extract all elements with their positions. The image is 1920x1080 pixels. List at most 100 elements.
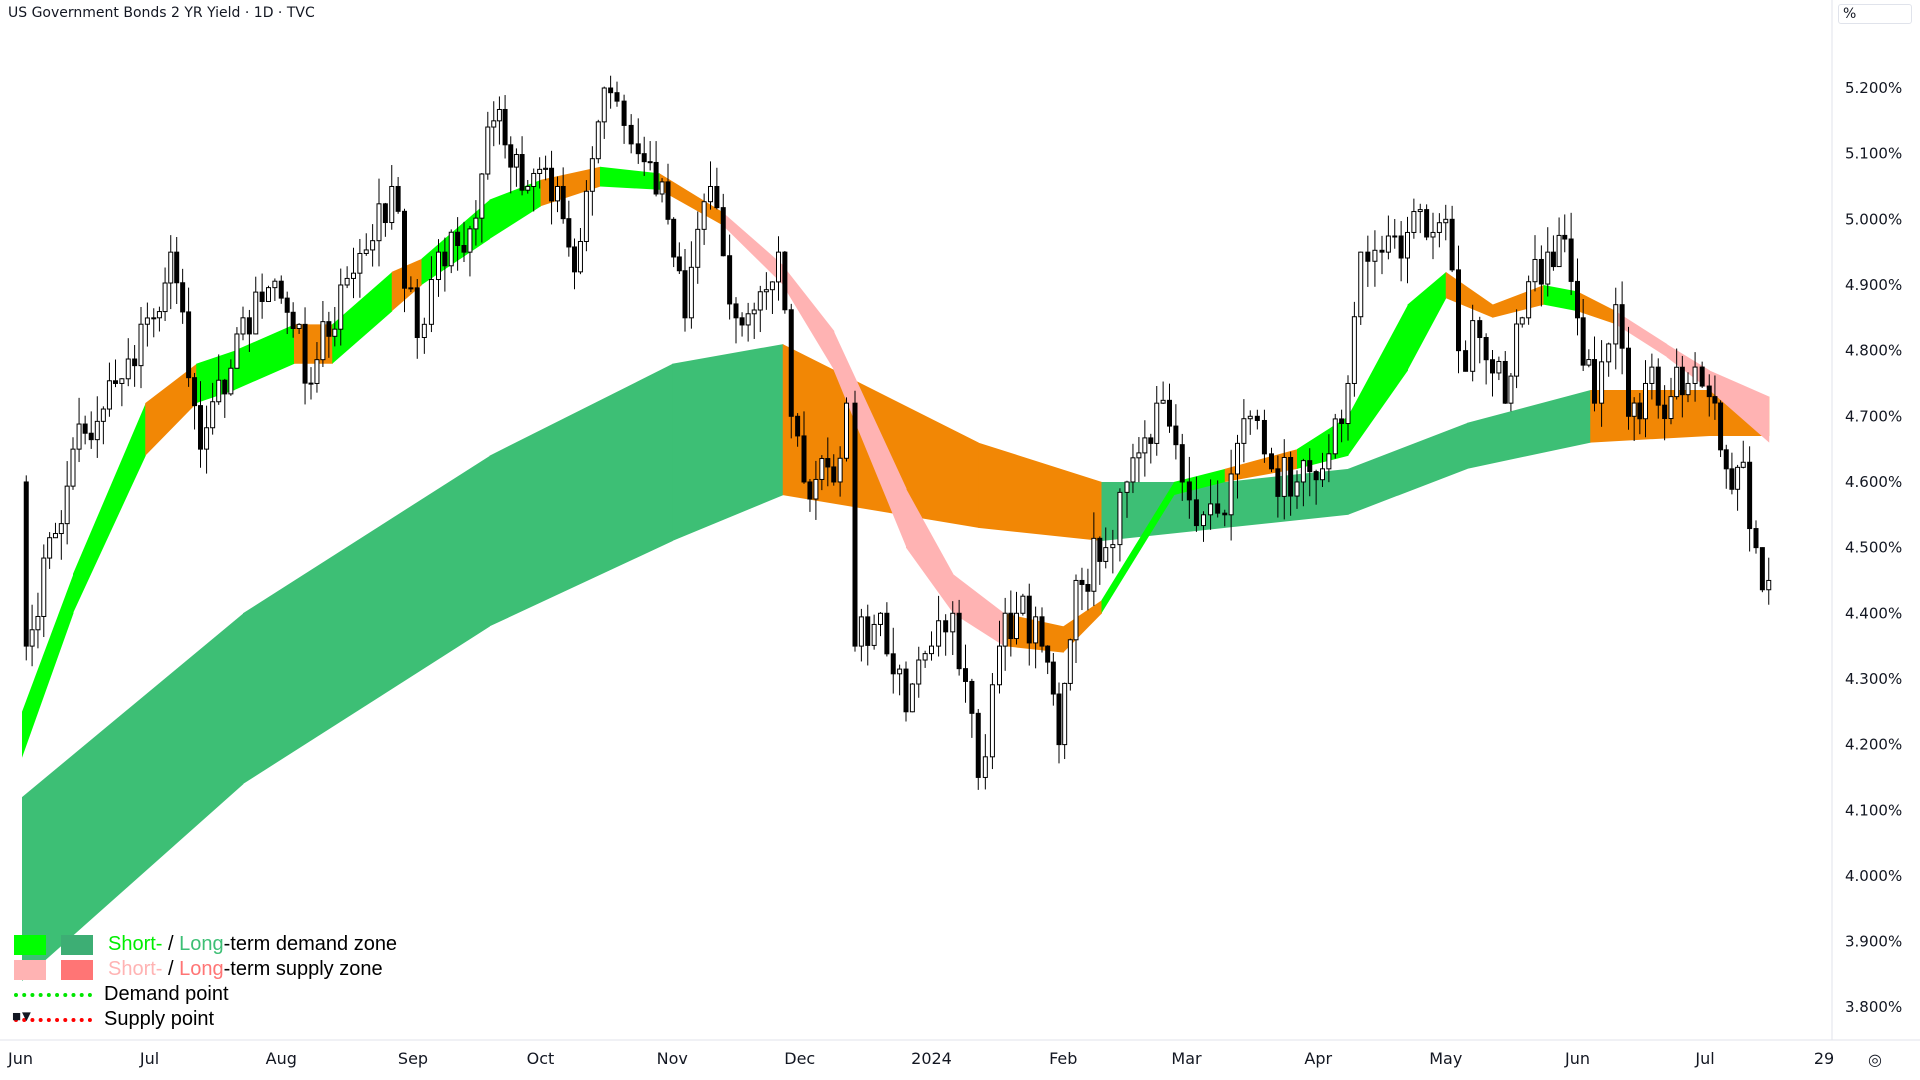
short-term-supply-zone <box>833 330 907 548</box>
candle-down <box>1173 425 1179 446</box>
price-tick-label: 4.800% <box>1845 342 1902 360</box>
candle-up <box>1235 442 1240 475</box>
candle-up <box>1532 258 1538 283</box>
candle-up <box>296 323 302 329</box>
candle-down <box>572 246 577 273</box>
candle-down <box>641 153 647 163</box>
candle-down <box>635 143 641 155</box>
candle-up <box>1649 366 1655 384</box>
time-tick-label: Jul <box>1694 1049 1714 1068</box>
candle-down <box>1490 359 1495 374</box>
price-axis[interactable]: 5.200% 5.100% 5.000% 4.900% 4.800% 4.700% 4.60… <box>1845 79 1902 1016</box>
candle-down <box>1261 419 1267 455</box>
candle-up <box>94 420 100 441</box>
candle-down <box>1026 595 1032 644</box>
candle-down <box>682 270 688 319</box>
candle-up <box>41 557 47 617</box>
candle-up <box>1358 251 1364 318</box>
short-term-demand-zone <box>22 573 74 758</box>
long-term-mixed-zone <box>1590 390 1710 443</box>
candle-up <box>448 231 454 267</box>
candle-up <box>485 126 491 175</box>
candle-up <box>763 289 769 293</box>
candle-up <box>496 108 502 122</box>
candle-down <box>278 280 284 299</box>
candle-up <box>320 321 326 361</box>
candle-down <box>1215 503 1221 514</box>
legend-sep: / <box>162 958 180 980</box>
zone-bands <box>22 166 1770 981</box>
short-term-mixed-zone <box>1577 291 1617 325</box>
candle-down <box>1562 234 1568 240</box>
candle-down <box>1079 579 1085 585</box>
candle-up <box>1392 235 1398 238</box>
candle-down <box>1456 269 1461 352</box>
candle-down <box>1398 235 1404 259</box>
candle-up <box>1430 231 1436 238</box>
candle-up <box>491 120 497 128</box>
candle-up <box>513 154 519 168</box>
candle-up <box>1436 222 1442 233</box>
long-demand-swatch <box>61 934 93 955</box>
candle-up <box>858 616 864 647</box>
candle-up <box>1668 396 1674 420</box>
short-term-demand-zone <box>234 324 295 391</box>
short-term-demand-zone <box>1173 468 1226 496</box>
candle-up <box>1124 481 1130 493</box>
candle-up <box>479 173 485 219</box>
candle-down <box>807 481 813 500</box>
candle-up <box>1033 616 1039 644</box>
candle-up <box>950 612 956 633</box>
legend-short-label: Short- <box>108 933 163 955</box>
candle-down <box>1097 537 1103 562</box>
short-term-demand-zone <box>332 271 393 364</box>
candle-down <box>1167 399 1172 427</box>
candle-down <box>1254 415 1260 421</box>
short-term-supply-zone <box>1615 311 1668 358</box>
tradingview-logo[interactable]: ■▼ <box>12 1008 34 1025</box>
candle-down <box>676 256 682 272</box>
candle-up <box>1766 579 1772 591</box>
candle-up <box>1345 382 1351 425</box>
candle-down <box>801 435 807 483</box>
eye-settings-icon[interactable]: ◎ <box>1868 1050 1882 1069</box>
legend-rest: -term supply zone <box>223 958 383 980</box>
candle-down <box>132 358 138 367</box>
candle-up <box>1631 402 1637 417</box>
legend-demand-point-label: Demand point <box>104 983 229 1005</box>
candle-down <box>222 379 228 395</box>
candle-down <box>969 680 975 714</box>
candle-up <box>1091 537 1097 592</box>
candle-down <box>1222 512 1228 516</box>
unit-selector[interactable]: % <box>1838 4 1912 24</box>
candle-down <box>1179 444 1185 483</box>
candle-up <box>916 659 922 685</box>
candle-down <box>608 87 614 94</box>
candle-up <box>813 478 819 500</box>
time-tick-label: Feb <box>1049 1049 1077 1068</box>
long-term-demand-zone <box>1348 422 1468 515</box>
candle-up <box>1643 382 1648 420</box>
candle-down <box>1339 418 1345 425</box>
time-axis[interactable]: Jun Jul Aug Sep Oct Nov Dec 2024 Feb Mar Apr May Jun… <box>7 1049 1834 1068</box>
short-term-supply-zone <box>723 212 784 285</box>
legend-demand-zone: Short- / Long-term demand zone <box>14 932 397 957</box>
candle-up <box>982 756 988 778</box>
candle-down <box>825 458 831 468</box>
candle-up <box>1067 639 1073 684</box>
candle-up <box>210 401 216 429</box>
candle-up <box>922 653 928 661</box>
candle-up <box>878 612 883 625</box>
short-demand-swatch <box>14 934 46 955</box>
candle-down <box>1753 528 1759 549</box>
short-term-demand-zone <box>600 166 660 190</box>
candle-up <box>1556 234 1562 268</box>
candle-down <box>782 251 788 311</box>
candle-up <box>537 168 543 174</box>
candle-up <box>1519 317 1525 325</box>
candle-up <box>1281 456 1287 497</box>
short-term-demand-zone <box>1407 271 1447 371</box>
candle-up <box>1674 366 1680 398</box>
legend-rest: -term demand zone <box>223 933 398 955</box>
